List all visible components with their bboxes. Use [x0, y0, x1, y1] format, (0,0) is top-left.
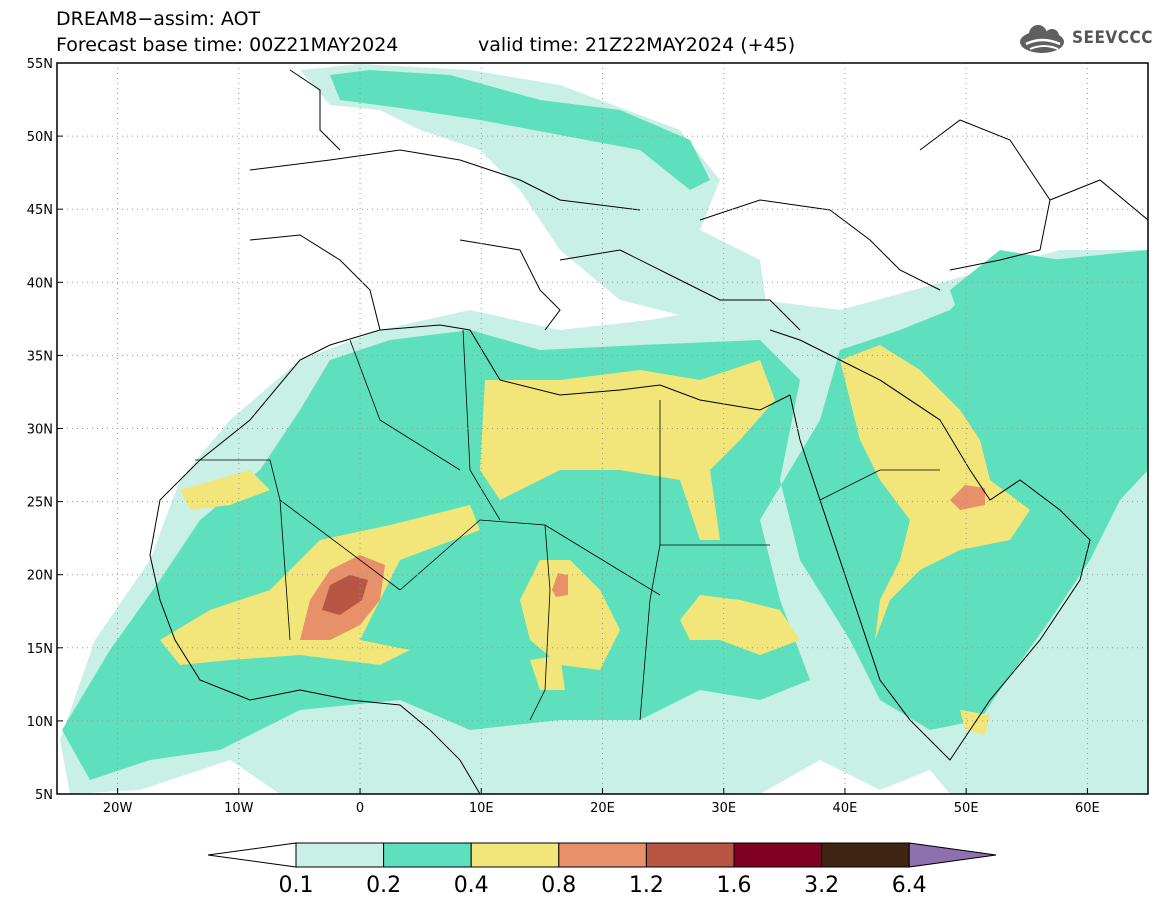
colorbar-swatch — [383, 842, 472, 868]
title-line-1: DREAM8−assim: AOT — [56, 8, 261, 30]
title-line-2: Forecast base time: 00Z21MAY2024 — [56, 34, 399, 56]
coastlines — [149, 69, 1148, 794]
aot-band-0.4 — [160, 345, 1030, 735]
axis-ticks: 20W 10W 0 10E 20E 30E 40E 50E 60E 5N 10N 15N 20N 25N 3… — [27, 57, 1100, 816]
valid-time: valid time: 21Z22MAY2024 (+45) — [478, 34, 796, 56]
lon-tick-label: 60E — [1075, 801, 1100, 816]
colorbar-swatch — [645, 842, 735, 868]
colorbar-over-triangle — [908, 842, 997, 868]
lat-tick-label: 50N — [27, 130, 53, 145]
lat-tick-label: 40N — [27, 276, 53, 291]
lat-tick-label: 55N — [27, 57, 53, 72]
lon-tick-label: 10W — [224, 801, 254, 816]
colorbar-level-label: 0.8 — [541, 873, 576, 898]
lon-tick-label: 50E — [954, 801, 979, 816]
country-borders — [195, 329, 941, 721]
colorbar-level-label: 0.2 — [366, 873, 401, 898]
lon-tick-label: 20E — [590, 801, 615, 816]
lat-tick-label: 30N — [27, 423, 53, 438]
colorbar-level-label: 0.1 — [279, 873, 314, 898]
logo-text: SEEVCCC — [1072, 28, 1153, 48]
colorbar-level-label: 3.2 — [804, 873, 839, 898]
colorbar-swatch — [558, 842, 647, 868]
colorbar-under-triangle — [207, 842, 297, 868]
colorbar-swatch — [733, 842, 823, 868]
lat-tick-label: 5N — [35, 788, 53, 803]
lat-tick-label: 20N — [27, 569, 53, 584]
cloud-logo-icon — [1020, 25, 1064, 53]
colorbar-level-label: 0.4 — [454, 873, 489, 898]
lat-tick-label: 15N — [27, 642, 53, 657]
lon-tick-label: 30E — [711, 801, 736, 816]
lon-tick-label: 40E — [833, 801, 858, 816]
colorbar-level-label: 1.2 — [629, 873, 664, 898]
lon-tick-label: 20W — [103, 801, 133, 816]
lon-tick-label: 10E — [469, 801, 494, 816]
colorbar-level-label: 6.4 — [892, 873, 927, 898]
colorbar-swatch — [821, 842, 910, 868]
colorbar-swatch — [295, 842, 385, 868]
colorbar-swatch — [470, 842, 560, 868]
aot-band-1.2 — [322, 575, 368, 615]
aot-field — [57, 63, 1148, 794]
lat-tick-label: 25N — [27, 496, 53, 511]
colorbar-level-label: 1.6 — [717, 873, 752, 898]
lat-tick-label: 35N — [27, 349, 53, 364]
lon-tick-label: 0 — [356, 801, 364, 816]
lat-tick-label: 10N — [27, 715, 53, 730]
lat-tick-label: 45N — [27, 203, 53, 218]
gridlines — [57, 63, 1148, 794]
